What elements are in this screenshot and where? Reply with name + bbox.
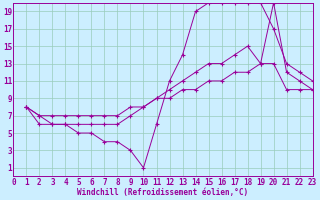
X-axis label: Windchill (Refroidissement éolien,°C): Windchill (Refroidissement éolien,°C) bbox=[77, 188, 249, 197]
